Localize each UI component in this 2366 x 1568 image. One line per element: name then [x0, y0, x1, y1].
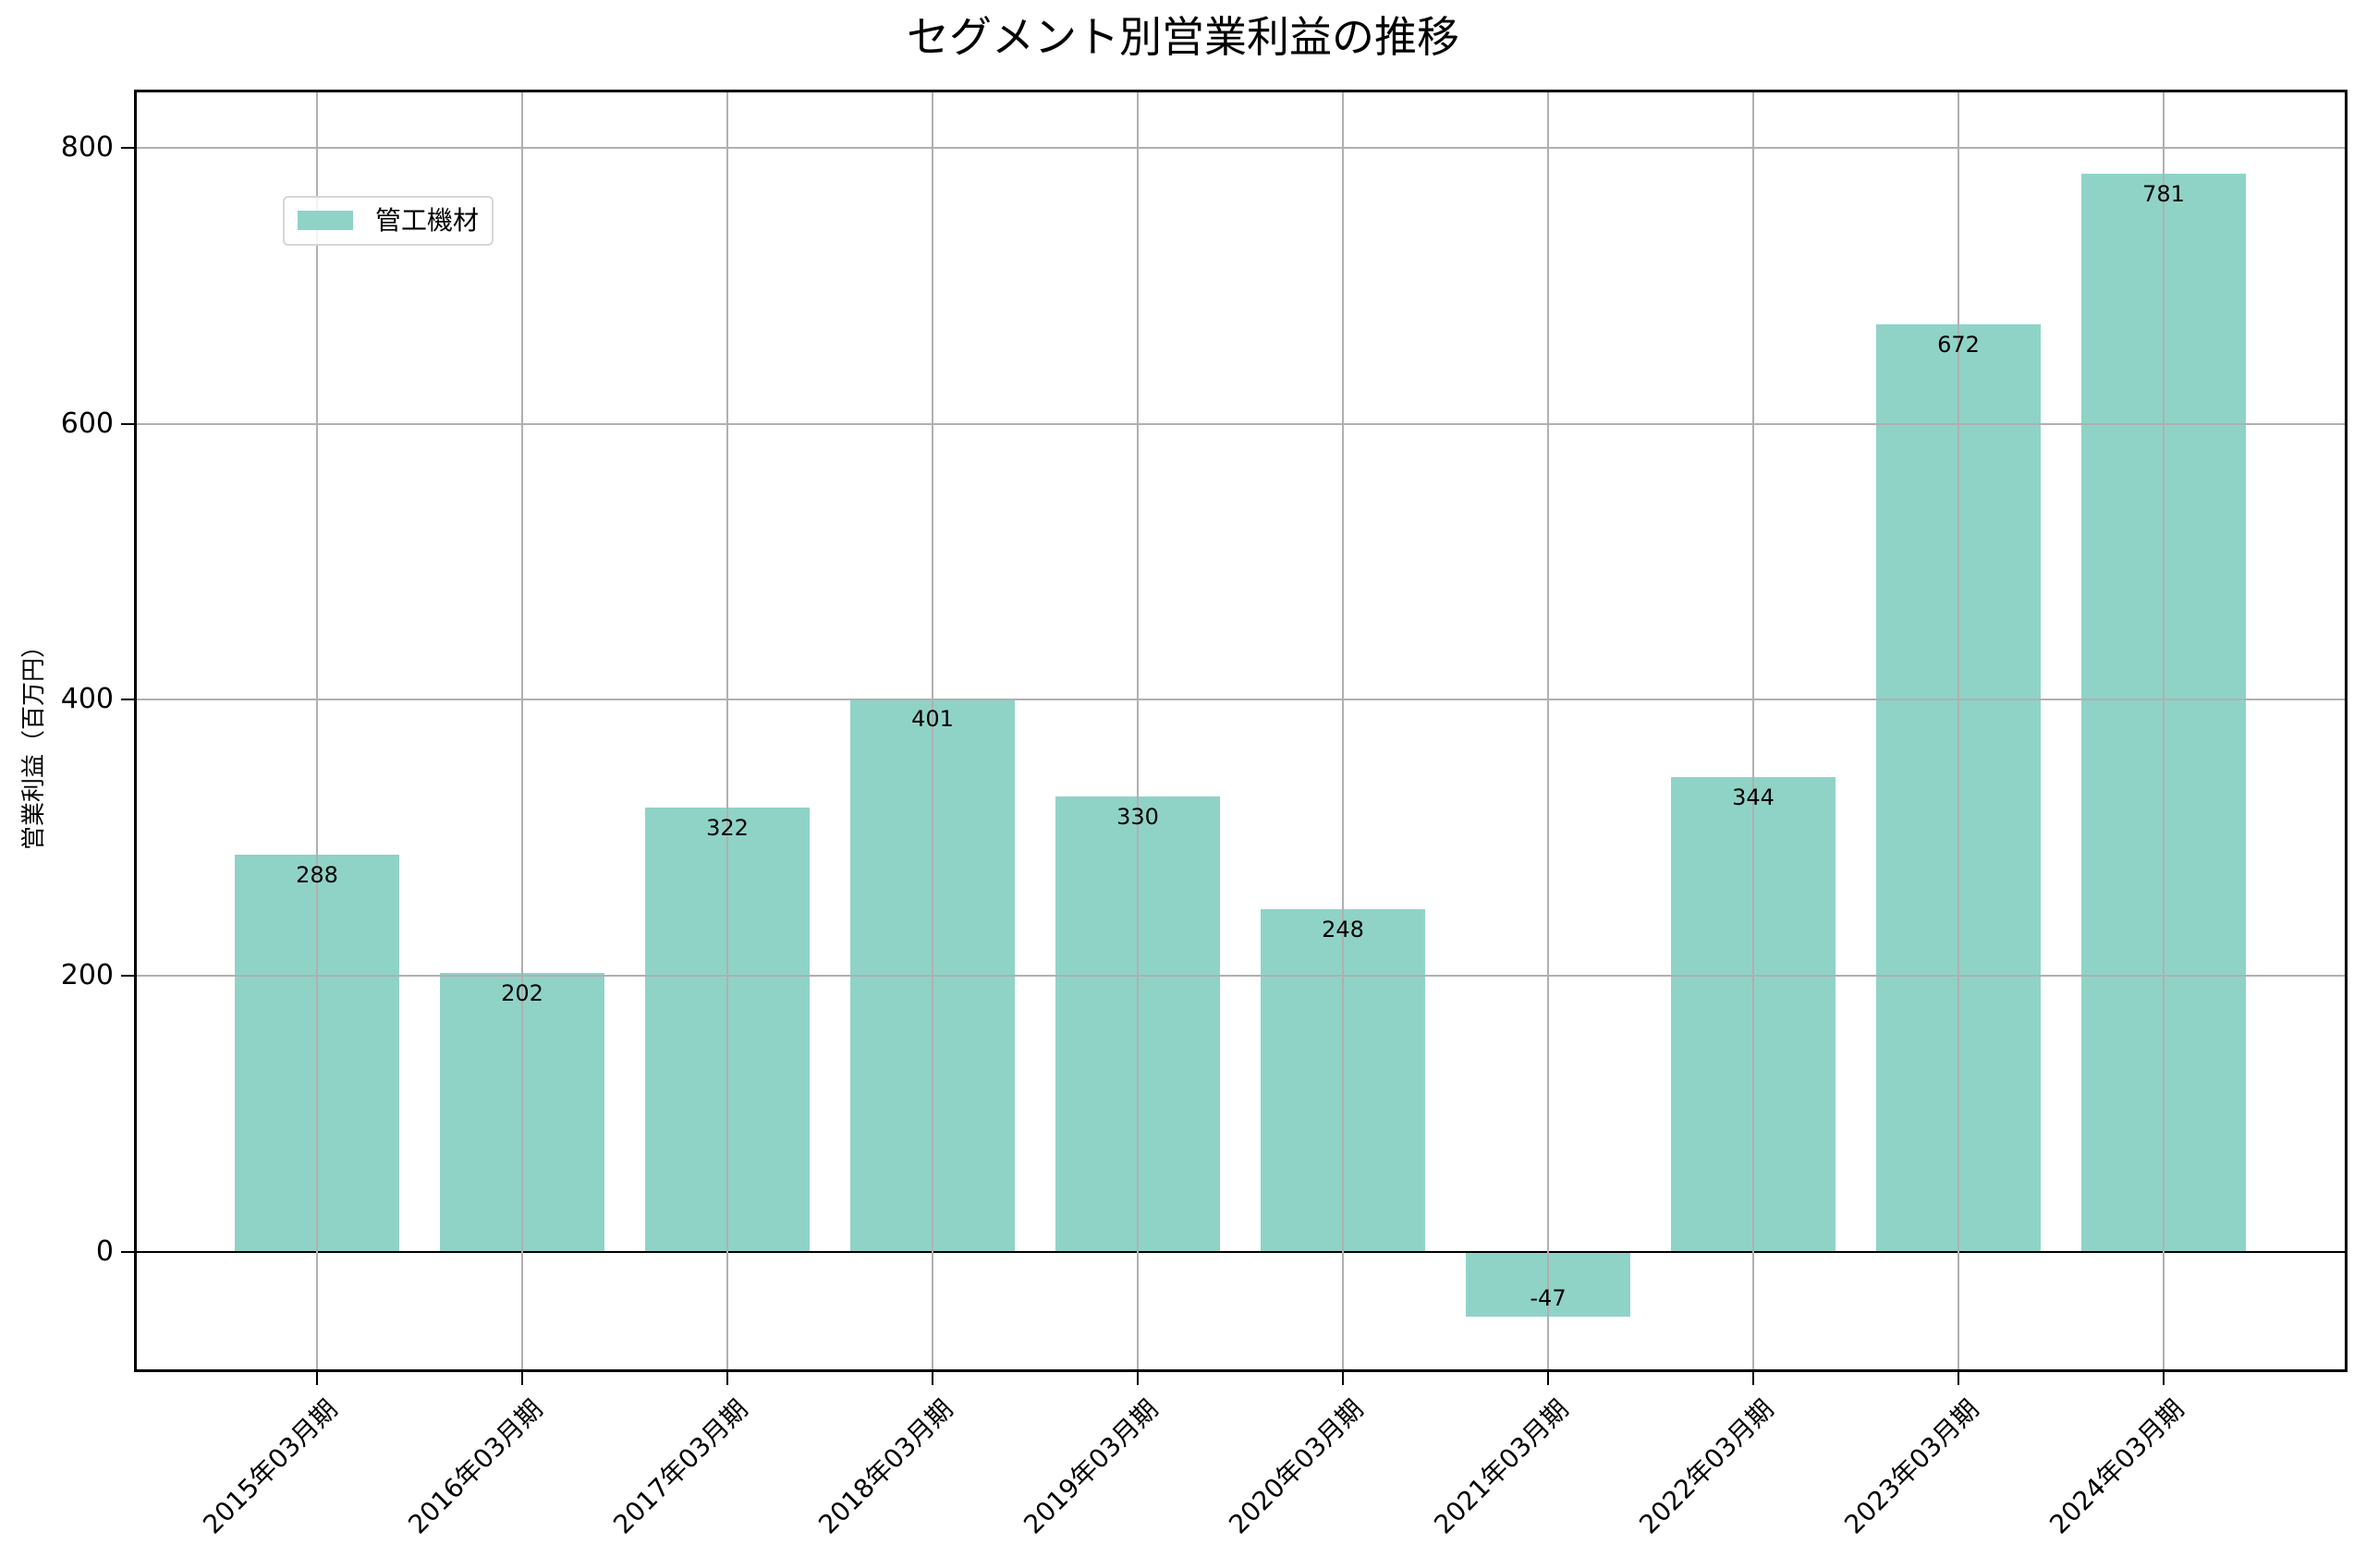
bar-value-label: 288	[296, 861, 338, 888]
bar-value-label: 202	[501, 980, 543, 1007]
x-tick-label: 2022年03月期	[1633, 1393, 1780, 1540]
gridline-horizontal	[137, 699, 2345, 701]
x-tick	[1342, 1372, 1344, 1385]
x-tick	[1957, 1372, 1959, 1385]
y-tick-label: 0	[95, 1235, 114, 1268]
x-tick-label: 2020年03月期	[1223, 1393, 1370, 1540]
x-tick-label: 2021年03月期	[1428, 1393, 1575, 1540]
x-tick	[726, 1372, 728, 1385]
x-tick	[1137, 1372, 1139, 1385]
x-tick	[2163, 1372, 2165, 1385]
gridline-vertical	[1137, 92, 1139, 1369]
y-axis-label: 営業利益（百万円）	[20, 633, 48, 850]
legend: 管工機材	[283, 196, 494, 246]
bar-value-label: 344	[1732, 784, 1774, 811]
y-tick	[121, 422, 134, 425]
x-tick-label: 2024年03月期	[2043, 1393, 2190, 1540]
x-tick	[1547, 1372, 1549, 1385]
legend-label: 管工機材	[375, 205, 480, 236]
y-tick-label: 400	[60, 683, 114, 716]
gridline-vertical	[2163, 92, 2165, 1369]
bar-value-label: 330	[1116, 803, 1159, 830]
y-tick	[121, 975, 134, 978]
y-tick	[121, 699, 134, 701]
x-tick-label: 2015年03月期	[197, 1393, 344, 1540]
gridline-vertical	[1342, 92, 1344, 1369]
y-tick-label: 600	[60, 407, 114, 440]
y-tick-label: 200	[60, 959, 114, 992]
gridline-vertical	[1547, 92, 1549, 1369]
gridline-horizontal	[137, 422, 2345, 425]
bar-value-label: 781	[2142, 181, 2185, 208]
plot-area: 288 202 322 401 330 248 -47 344 672 781 管工機材	[134, 90, 2348, 1372]
bar-value-label: 248	[1322, 917, 1364, 943]
x-tick	[521, 1372, 523, 1385]
gridline-vertical	[316, 92, 318, 1369]
gridline-vertical	[1752, 92, 1754, 1369]
x-tick-label: 2019年03月期	[1018, 1393, 1165, 1540]
gridline-horizontal	[137, 146, 2345, 149]
gridline-vertical	[726, 92, 728, 1369]
bar-value-label: -47	[1530, 1285, 1567, 1312]
y-tick	[121, 146, 134, 149]
y-tick-label: 800	[60, 130, 114, 164]
x-tick-label: 2017年03月期	[607, 1393, 754, 1540]
gridline-horizontal	[137, 975, 2345, 978]
x-tick	[1752, 1372, 1754, 1385]
legend-swatch	[298, 211, 353, 230]
gridline-vertical	[521, 92, 523, 1369]
gridline-vertical	[1957, 92, 1959, 1369]
chart-title: セグメント別営業利益の推移	[907, 12, 1459, 62]
gridline-vertical	[932, 92, 933, 1369]
x-tick-label: 2016年03月期	[402, 1393, 549, 1540]
x-tick-label: 2023年03月期	[1838, 1393, 1985, 1540]
y-tick	[121, 1251, 134, 1253]
x-tick-label: 2018年03月期	[812, 1393, 959, 1540]
bar-value-label: 401	[911, 705, 954, 732]
x-tick	[316, 1372, 318, 1385]
x-tick	[932, 1372, 933, 1385]
bar-value-label: 672	[1937, 331, 1980, 358]
bar-value-label: 322	[706, 814, 749, 841]
zero-line	[137, 1251, 2345, 1253]
